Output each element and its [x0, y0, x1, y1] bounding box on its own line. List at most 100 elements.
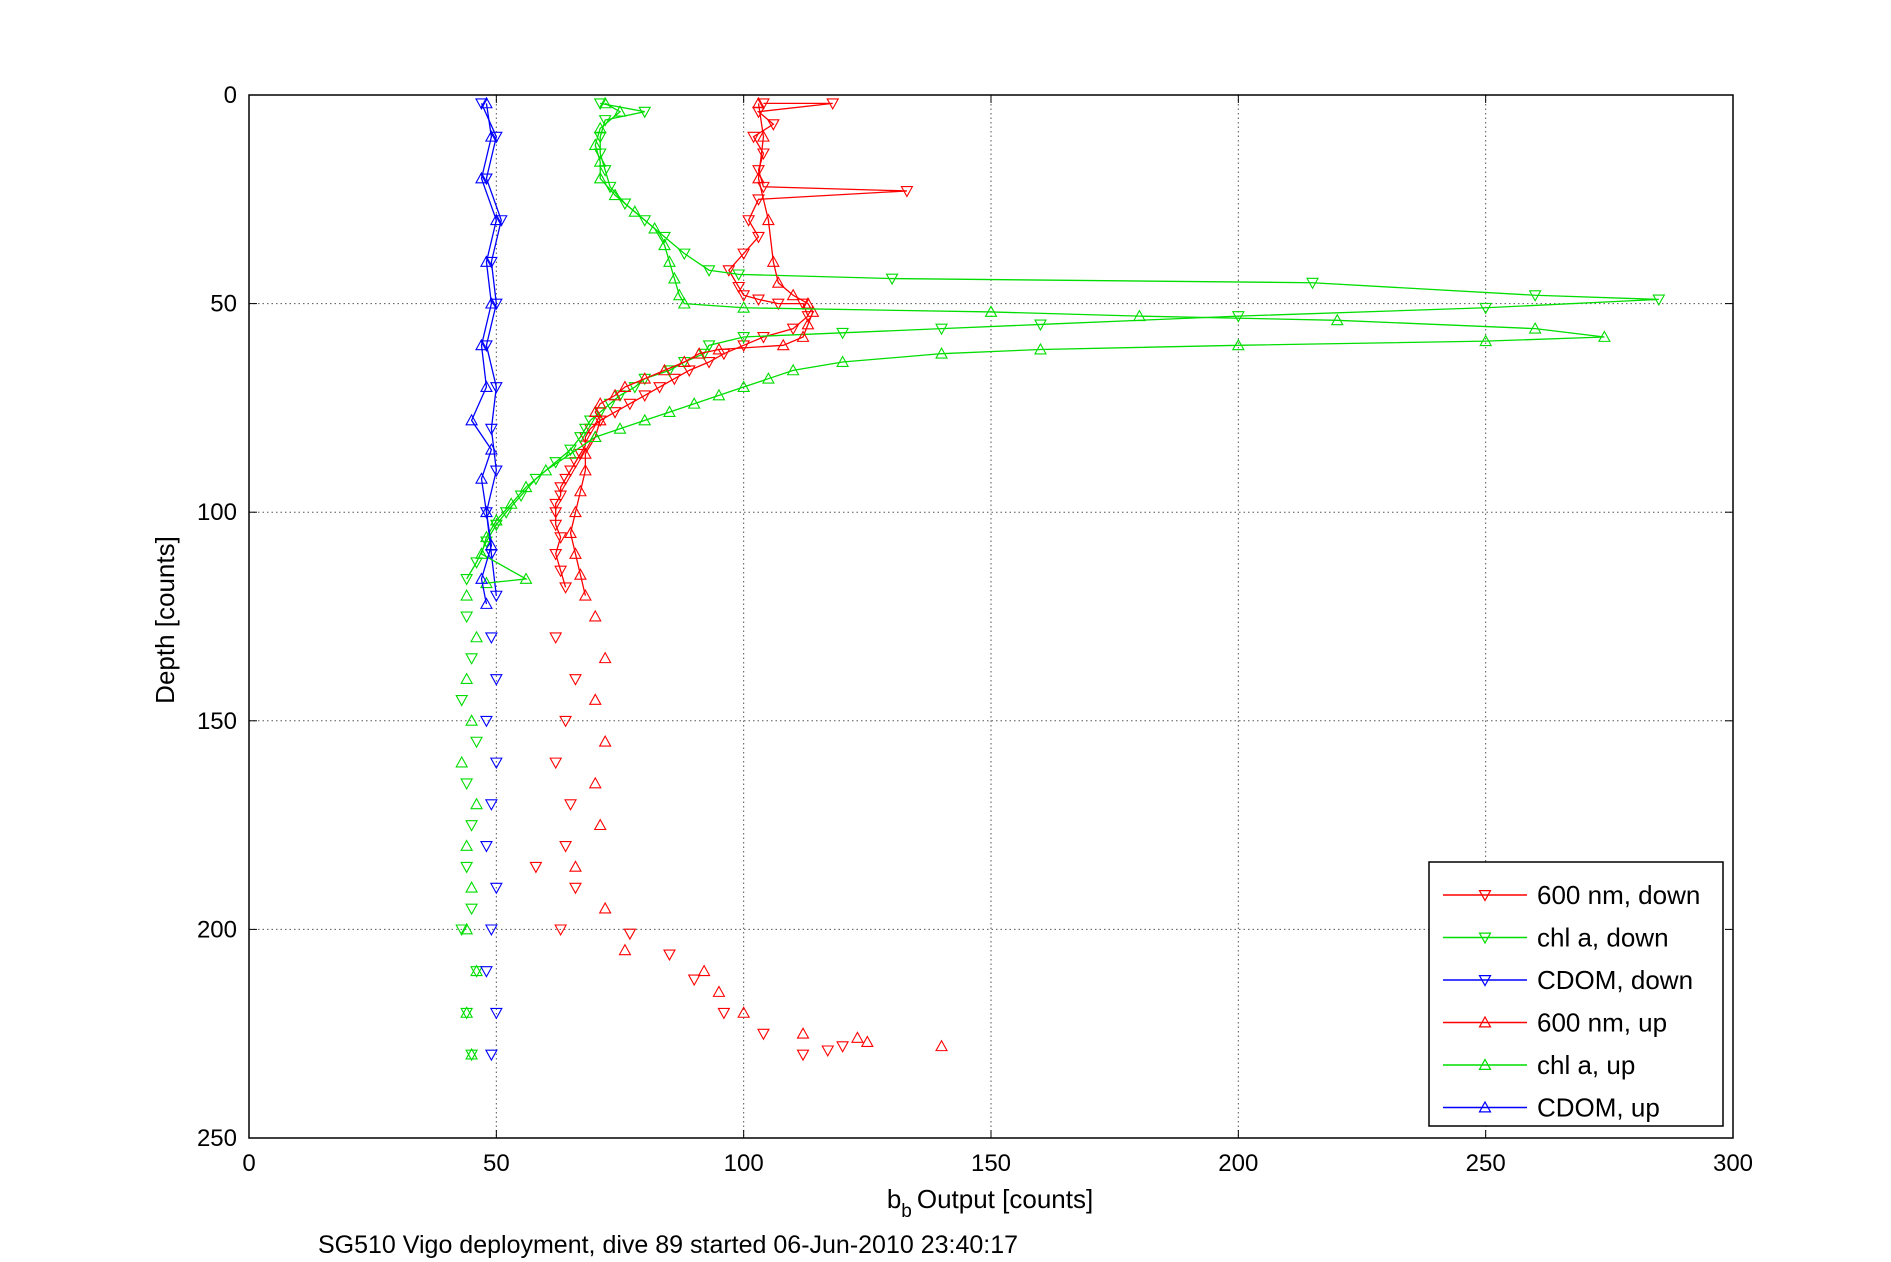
- data-point: [658, 231, 671, 244]
- legend-swatch-marker: [1478, 1015, 1492, 1028]
- data-point: [598, 115, 612, 127]
- data-point: [613, 105, 627, 117]
- data-point: [569, 674, 582, 686]
- data-point: [836, 1041, 850, 1053]
- data-point: [489, 882, 503, 895]
- series-line: [569, 103, 814, 596]
- data-point: [484, 423, 498, 436]
- data-point: [455, 694, 469, 707]
- data-point: [539, 463, 553, 476]
- x-tick-label: 200: [1218, 1150, 1258, 1177]
- data-point: [480, 715, 493, 728]
- data-point: [554, 482, 568, 494]
- data-point: [455, 924, 469, 937]
- data-point: [786, 363, 800, 376]
- x-tick-label: 100: [724, 1150, 764, 1177]
- legend-swatch-marker: [1478, 1058, 1492, 1070]
- series-600-nm-up: [564, 96, 948, 1052]
- data-point: [569, 860, 582, 872]
- data-point: [475, 572, 488, 584]
- data-point: [766, 119, 780, 131]
- data-point: [737, 380, 751, 392]
- data-point: [484, 538, 498, 551]
- data-point: [529, 473, 543, 486]
- y-tick-label: 200: [197, 916, 237, 943]
- data-point: [465, 820, 479, 832]
- data-point: [588, 693, 602, 705]
- data-point: [984, 305, 998, 317]
- data-point: [826, 98, 840, 110]
- data-point: [796, 1027, 810, 1039]
- data-point: [623, 398, 637, 411]
- data-point: [480, 505, 493, 518]
- data-point: [484, 924, 498, 937]
- caption: SG510 Vigo deployment, dive 89 started 0…: [318, 1231, 1018, 1259]
- legend-swatch-marker: [1478, 890, 1492, 902]
- data-point: [465, 653, 479, 665]
- data-point: [638, 390, 652, 403]
- data-point: [559, 715, 573, 728]
- data-point: [489, 382, 503, 394]
- x-axis-title-text: Output [counts]: [917, 1184, 1093, 1214]
- data-point: [475, 472, 488, 484]
- data-point: [732, 281, 746, 294]
- data-point: [796, 298, 810, 311]
- legend-label: chl a, up: [1537, 1050, 1635, 1080]
- data-point: [885, 273, 899, 286]
- data-point: [618, 198, 632, 211]
- data-point: [573, 484, 587, 497]
- data-point: [593, 171, 607, 184]
- data-point: [588, 430, 602, 443]
- data-point: [687, 397, 701, 409]
- data-point: [564, 526, 577, 539]
- data-point: [732, 269, 746, 282]
- data-point: [484, 442, 498, 455]
- data-point: [623, 928, 637, 941]
- data-point: [737, 248, 751, 261]
- y-axis-ticks: 0 50 100 150 200 250: [197, 82, 1733, 1152]
- data-point: [554, 924, 568, 937]
- data-point: [549, 632, 563, 644]
- data-point: [653, 382, 667, 394]
- data-point: [470, 736, 483, 749]
- data-point: [1132, 309, 1146, 322]
- data-point: [559, 582, 573, 594]
- series-line: [470, 103, 498, 605]
- data-point: [1231, 338, 1245, 351]
- x-tick-label: 250: [1466, 1150, 1506, 1177]
- data-point: [549, 548, 563, 561]
- legend-swatch-marker: [1478, 932, 1492, 945]
- data-point: [598, 901, 612, 914]
- data-point: [836, 327, 850, 340]
- data-point: [578, 463, 592, 476]
- data-point: [697, 964, 711, 977]
- x-tick-label: 300: [1713, 1150, 1753, 1177]
- data-point: [737, 332, 751, 344]
- legend-label: chl a, down: [1537, 923, 1669, 953]
- legend: 600 nm, down chl a, down CDOM, down 600 nm,…: [1428, 861, 1724, 1127]
- data-point: [480, 841, 493, 853]
- data-point: [796, 1049, 810, 1062]
- data-point: [598, 96, 612, 109]
- data-point: [465, 413, 479, 426]
- data-point: [821, 1045, 835, 1058]
- data-point: [455, 755, 469, 768]
- data-point: [638, 413, 652, 426]
- data-point: [667, 271, 681, 284]
- data-point: [569, 505, 582, 518]
- data-point: [618, 943, 632, 956]
- data-point: [697, 348, 711, 361]
- data-point: [613, 422, 627, 434]
- data-point: [593, 121, 607, 134]
- data-point: [702, 340, 716, 352]
- data-point: [677, 248, 691, 261]
- data-point: [480, 576, 493, 589]
- data-point: [489, 757, 503, 770]
- x-axis-title-prefix: b: [887, 1184, 901, 1214]
- data-point: [480, 173, 493, 186]
- data-point: [480, 255, 493, 267]
- data-point: [489, 298, 503, 311]
- data-point: [638, 215, 652, 227]
- data-point: [578, 447, 592, 459]
- x-axis-title: bb Output [counts]: [887, 1184, 1093, 1222]
